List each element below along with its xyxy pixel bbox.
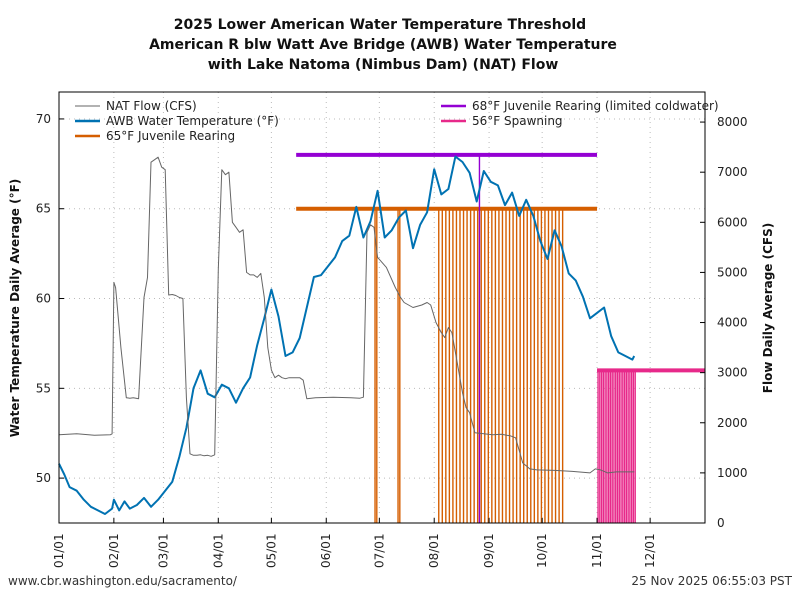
series-lines: [58, 155, 636, 515]
legend-label: 65°F Juvenile Rearing: [106, 129, 235, 143]
legend: NAT Flow (CFS)AWB Water Temperature (°F)…: [75, 99, 719, 143]
y-axis-right: 0 1000 2000 3000 4000 5000 6000 7000 8000: [700, 115, 748, 530]
x-tick-label: 07/01: [372, 533, 386, 568]
timestamp: 25 Nov 2025 06:55:03 PST: [631, 574, 792, 588]
y-tick-label-right: 0: [717, 516, 725, 530]
x-tick-label: 09/01: [482, 533, 496, 568]
y-tick-label-left: 70: [36, 112, 51, 126]
y-tick-label-left: 50: [36, 471, 51, 485]
y-tick-label-left: 60: [36, 292, 51, 306]
y-tick-label-right: 8000: [717, 115, 748, 129]
y-tick-label-right: 6000: [717, 215, 748, 229]
y-tick-label-right: 7000: [717, 165, 748, 179]
x-tick-label: 08/01: [427, 533, 441, 568]
chart-title: 2025 Lower American Water Temperature Th…: [149, 17, 617, 73]
x-tick-label: 03/01: [156, 533, 170, 568]
legend-label: 56°F Spawning: [472, 114, 563, 128]
legend-label: NAT Flow (CFS): [106, 99, 197, 113]
plot-frame: [58, 91, 706, 524]
source-url[interactable]: www.cbr.washington.edu/sacramento/: [8, 574, 237, 588]
x-tick-label: 10/01: [535, 533, 549, 568]
y-tick-label-left: 65: [36, 202, 51, 216]
y-axis-left: 50 55 60 65 70: [36, 112, 64, 485]
y-tick-label-right: 1000: [717, 466, 748, 480]
title-line-2: American R blw Watt Ave Bridge (AWB) Wat…: [149, 37, 617, 53]
legend-label: 68°F Juvenile Rearing (limited coldwater…: [472, 99, 719, 113]
y-axis-left-label: Water Temperature Daily Average (°F): [8, 179, 22, 438]
title-line-1: 2025 Lower American Water Temperature Th…: [174, 17, 586, 33]
x-tick-label: 12/01: [643, 533, 657, 568]
x-tick-label: 11/01: [590, 533, 604, 568]
y-tick-label-right: 2000: [717, 416, 748, 430]
threshold-lines: [296, 152, 705, 373]
y-axis-right-label: Flow Daily Average (CFS): [761, 223, 775, 393]
x-tick-label: 01/01: [52, 533, 66, 568]
x-tick-label: 04/01: [211, 533, 225, 568]
x-axis: 01/01 02/01 03/01 04/01 05/01 06/01 07/01 08/01…: [52, 518, 657, 568]
y-tick-label-right: 4000: [717, 316, 748, 330]
x-tick-label: 05/01: [264, 533, 278, 568]
temperature-line: [58, 155, 636, 515]
flow-line: [58, 156, 635, 474]
y-tick-label-left: 55: [36, 381, 51, 395]
y-tick-label-right: 5000: [717, 265, 748, 279]
legend-label: AWB Water Temperature (°F): [106, 114, 279, 128]
y-tick-label-right: 3000: [717, 366, 748, 380]
x-tick-label: 02/01: [107, 533, 121, 568]
x-tick-label: 06/01: [319, 533, 333, 568]
title-line-3: with Lake Natoma (Nimbus Dam) (NAT) Flow: [208, 57, 559, 73]
